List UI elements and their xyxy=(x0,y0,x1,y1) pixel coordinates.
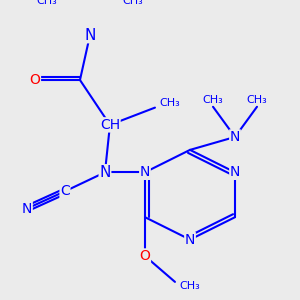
Text: N: N xyxy=(84,28,96,43)
Text: N: N xyxy=(22,202,32,216)
Text: CH₃: CH₃ xyxy=(180,281,200,291)
Text: N: N xyxy=(230,130,240,144)
Text: CH: CH xyxy=(100,118,120,132)
Text: C: C xyxy=(60,184,70,198)
Text: CH₃: CH₃ xyxy=(123,0,143,6)
Text: CH₃: CH₃ xyxy=(37,0,57,6)
Text: O: O xyxy=(140,249,150,263)
Text: N: N xyxy=(185,232,195,247)
Text: N: N xyxy=(140,165,150,179)
Text: N: N xyxy=(230,165,240,179)
Text: O: O xyxy=(29,73,40,87)
Text: N: N xyxy=(99,165,111,180)
Text: CH₃: CH₃ xyxy=(202,95,224,105)
Text: CH₃: CH₃ xyxy=(247,95,267,105)
Text: CH₃: CH₃ xyxy=(160,98,180,108)
